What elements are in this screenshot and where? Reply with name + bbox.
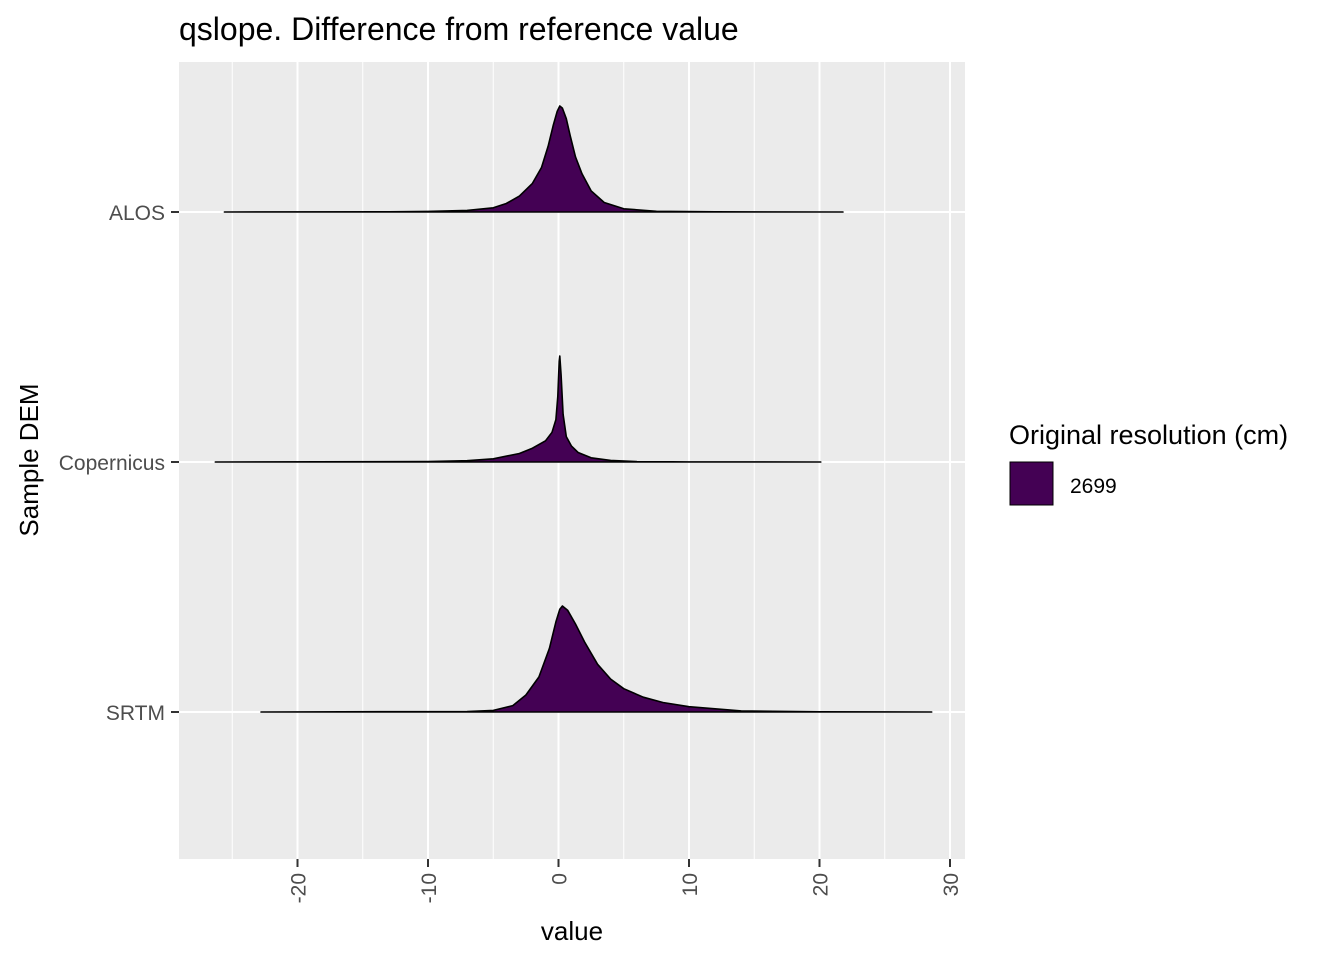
- x-tick-label: 10: [679, 873, 702, 896]
- density-ridges: [214, 105, 933, 713]
- y-tick-label: SRTM: [106, 702, 165, 725]
- x-tick-label: 0: [549, 873, 572, 885]
- legend: Original resolution (cm) 2699: [1009, 420, 1288, 506]
- y-tick-label: ALOS: [109, 202, 165, 225]
- y-tick-label: Copernicus: [59, 452, 165, 475]
- x-tick-label: -20: [288, 873, 311, 903]
- legend-key: [1009, 461, 1054, 506]
- density-ridge-alos: [223, 105, 844, 213]
- density-ridge-copernicus: [214, 355, 822, 463]
- y-axis-title: Sample DEM: [14, 383, 44, 536]
- x-tick-label: 30: [940, 873, 963, 896]
- legend-label: 2699: [1070, 475, 1117, 498]
- x-tick-label: -10: [418, 873, 441, 903]
- x-axis: -20 -10 0 10 20 30: [288, 859, 963, 903]
- x-axis-title: value: [541, 916, 603, 946]
- legend-title: Original resolution (cm): [1009, 420, 1288, 450]
- x-tick-label: 20: [810, 873, 833, 896]
- chart-title: qslope. Difference from reference value: [179, 11, 739, 47]
- y-axis: SRTM Copernicus ALOS: [59, 202, 179, 725]
- density-ridge-srtm: [260, 605, 933, 713]
